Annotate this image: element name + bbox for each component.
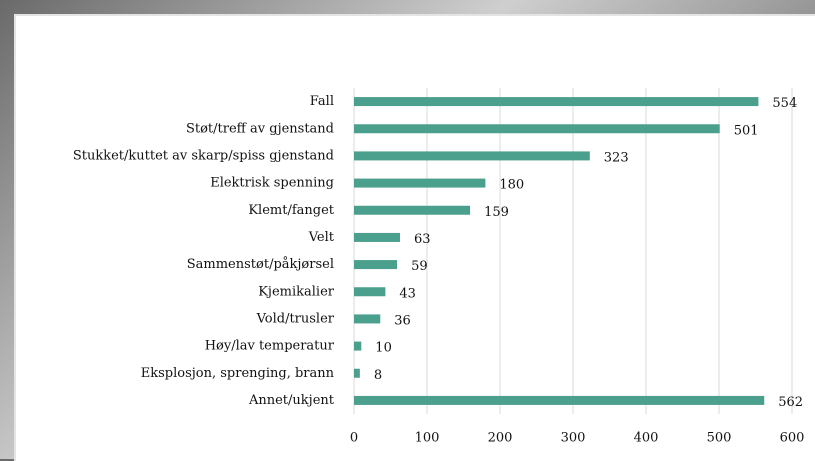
value-label: 63 — [414, 232, 431, 247]
y-tick-label: Elektrisk spenning — [210, 176, 334, 191]
x-tick-label: 0 — [350, 431, 358, 446]
bar — [354, 287, 385, 296]
y-tick-label: Sammenstøt/påkjørsel — [187, 256, 334, 272]
bar — [354, 396, 764, 405]
value-label: 59 — [411, 259, 428, 274]
bar — [354, 314, 380, 323]
value-label: 43 — [399, 286, 416, 301]
x-tick-label: 200 — [488, 431, 513, 446]
x-tick-label: 500 — [707, 431, 732, 446]
value-label: 8 — [374, 368, 382, 383]
y-tick-label: Eksplosjon, sprenging, brann — [141, 366, 335, 381]
value-label: 10 — [375, 341, 392, 356]
bar — [354, 179, 485, 188]
y-tick-label: Fall — [310, 94, 334, 109]
bar — [354, 206, 470, 215]
bar — [354, 124, 720, 133]
y-tick-label: Klemt/fanget — [248, 203, 334, 218]
bar — [354, 369, 360, 378]
value-label: 36 — [394, 313, 411, 328]
page: 0 100 200 300 400 500 600 Fall 554 Støt/treff av … — [0, 0, 815, 459]
x-tick-label: 600 — [780, 431, 805, 446]
y-tick-label: Stukket/kuttet av skarp/spiss gjenstand — [73, 148, 334, 163]
value-label: 562 — [778, 395, 803, 410]
bar — [354, 342, 361, 351]
x-tick-label: 100 — [415, 431, 440, 446]
y-tick-label: Høy/lav temperatur — [205, 339, 335, 354]
bar — [354, 151, 590, 160]
y-tick-label: Annet/ukjent — [248, 393, 335, 408]
value-label: 180 — [499, 178, 524, 193]
bar — [354, 97, 758, 106]
bar — [354, 233, 400, 242]
y-tick-label: Vold/trusler — [256, 311, 335, 326]
chart: 0 100 200 300 400 500 600 Fall 554 Støt/treff av … — [0, 0, 815, 459]
y-tick-label: Støt/treff av gjenstand — [186, 121, 334, 136]
x-tick-label: 400 — [634, 431, 659, 446]
value-label: 323 — [604, 150, 629, 165]
bar — [354, 260, 397, 269]
value-label: 159 — [484, 205, 509, 220]
value-label: 554 — [772, 96, 797, 111]
y-tick-label: Velt — [308, 230, 335, 245]
value-label: 501 — [734, 123, 759, 138]
y-tick-label: Kjemikalier — [258, 284, 335, 299]
x-tick-label: 300 — [561, 431, 586, 446]
